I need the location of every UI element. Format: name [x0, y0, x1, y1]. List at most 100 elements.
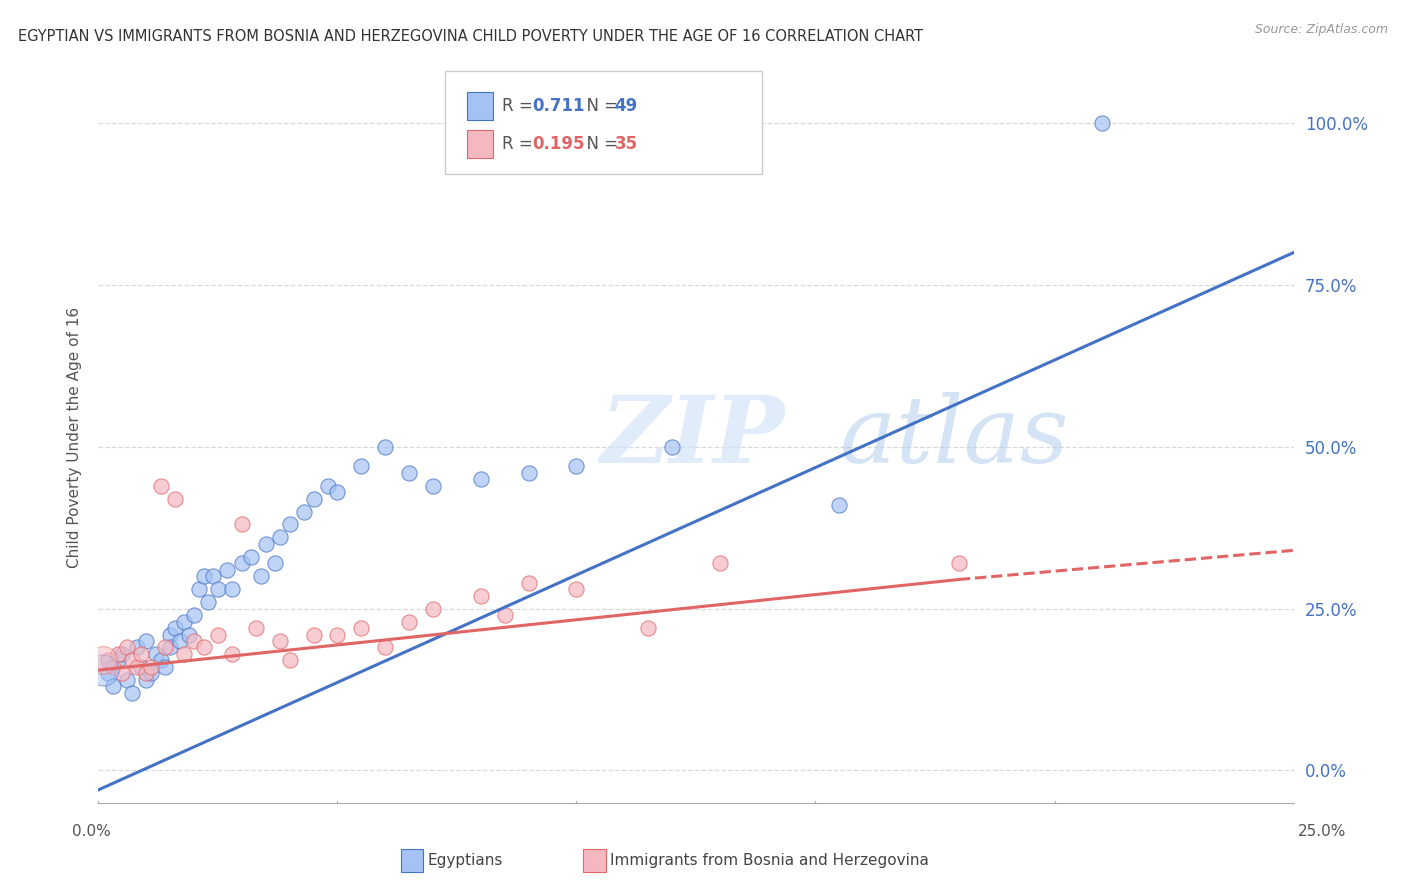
Point: [517, 575, 540, 590]
Point: [121, 686, 143, 700]
Point: [159, 640, 181, 655]
Point: [217, 563, 239, 577]
Point: [139, 660, 162, 674]
Text: EGYPTIAN VS IMMIGRANTS FROM BOSNIA AND HERZEGOVINA CHILD POVERTY UNDER THE AGE O: EGYPTIAN VS IMMIGRANTS FROM BOSNIA AND H…: [18, 29, 924, 45]
Point: [115, 673, 138, 687]
Point: [278, 517, 301, 532]
Point: [422, 478, 444, 492]
Text: R =: R =: [502, 96, 538, 115]
Point: [231, 557, 253, 571]
Point: [197, 595, 219, 609]
Text: 25.0%: 25.0%: [1298, 824, 1346, 838]
Text: R =: R =: [502, 135, 538, 153]
Point: [374, 440, 396, 454]
Point: [250, 569, 273, 583]
Point: [149, 478, 172, 492]
Bar: [467, 130, 494, 158]
Point: [398, 615, 420, 629]
Y-axis label: Child Poverty Under the Age of 16: Child Poverty Under the Age of 16: [67, 307, 83, 567]
Text: atlas: atlas: [839, 392, 1069, 482]
Point: [183, 634, 205, 648]
Text: 0.0%: 0.0%: [72, 824, 111, 838]
Point: [517, 466, 540, 480]
Point: [1091, 116, 1114, 130]
Point: [350, 621, 373, 635]
Text: 0.195: 0.195: [533, 135, 585, 153]
Point: [326, 485, 349, 500]
Point: [135, 673, 157, 687]
Point: [125, 640, 148, 655]
Point: [269, 634, 291, 648]
Point: [107, 647, 129, 661]
Point: [374, 640, 396, 655]
Point: [173, 615, 195, 629]
Text: N =: N =: [576, 96, 624, 115]
Point: [97, 653, 120, 667]
Point: [183, 608, 205, 623]
Point: [269, 530, 291, 544]
Point: [565, 459, 588, 474]
Point: [292, 504, 315, 518]
Point: [125, 660, 148, 674]
Point: [207, 627, 229, 641]
Text: Immigrants from Bosnia and Herzegovina: Immigrants from Bosnia and Herzegovina: [610, 854, 929, 868]
Text: Egyptians: Egyptians: [427, 854, 503, 868]
Point: [240, 549, 263, 564]
Point: [111, 666, 134, 681]
Text: N =: N =: [576, 135, 624, 153]
Point: [828, 498, 851, 512]
Point: [637, 621, 659, 635]
Point: [422, 601, 444, 615]
Point: [111, 647, 134, 661]
Point: [254, 537, 277, 551]
Point: [91, 653, 114, 667]
Point: [278, 653, 301, 667]
Point: [948, 557, 970, 571]
Point: [187, 582, 209, 597]
Point: [139, 666, 162, 681]
Point: [163, 621, 186, 635]
Point: [193, 569, 215, 583]
Point: [709, 557, 731, 571]
Point: [470, 472, 492, 486]
Point: [326, 627, 349, 641]
Point: [91, 663, 114, 677]
Point: [121, 653, 143, 667]
Point: [135, 634, 157, 648]
Point: [661, 440, 683, 454]
Point: [155, 640, 177, 655]
Point: [302, 491, 325, 506]
Point: [115, 640, 138, 655]
Point: [107, 653, 129, 667]
Point: [494, 608, 516, 623]
Point: [565, 582, 588, 597]
Point: [264, 557, 287, 571]
Point: [470, 589, 492, 603]
Point: [149, 653, 172, 667]
Point: [97, 666, 120, 681]
Point: [179, 627, 201, 641]
Point: [221, 582, 243, 597]
Point: [163, 491, 186, 506]
Point: [302, 627, 325, 641]
Point: [131, 660, 153, 674]
Point: [173, 647, 195, 661]
Point: [245, 621, 267, 635]
Point: [193, 640, 215, 655]
Point: [221, 647, 243, 661]
Point: [231, 517, 253, 532]
Text: ZIP: ZIP: [600, 392, 785, 482]
Bar: [467, 92, 494, 120]
Point: [316, 478, 339, 492]
Point: [131, 647, 153, 661]
Text: 0.711: 0.711: [533, 96, 585, 115]
Point: [169, 634, 191, 648]
Point: [350, 459, 373, 474]
Point: [101, 679, 124, 693]
Point: [159, 627, 181, 641]
Point: [202, 569, 225, 583]
Point: [207, 582, 229, 597]
Point: [145, 647, 167, 661]
Point: [155, 660, 177, 674]
Text: Source: ZipAtlas.com: Source: ZipAtlas.com: [1254, 23, 1388, 37]
